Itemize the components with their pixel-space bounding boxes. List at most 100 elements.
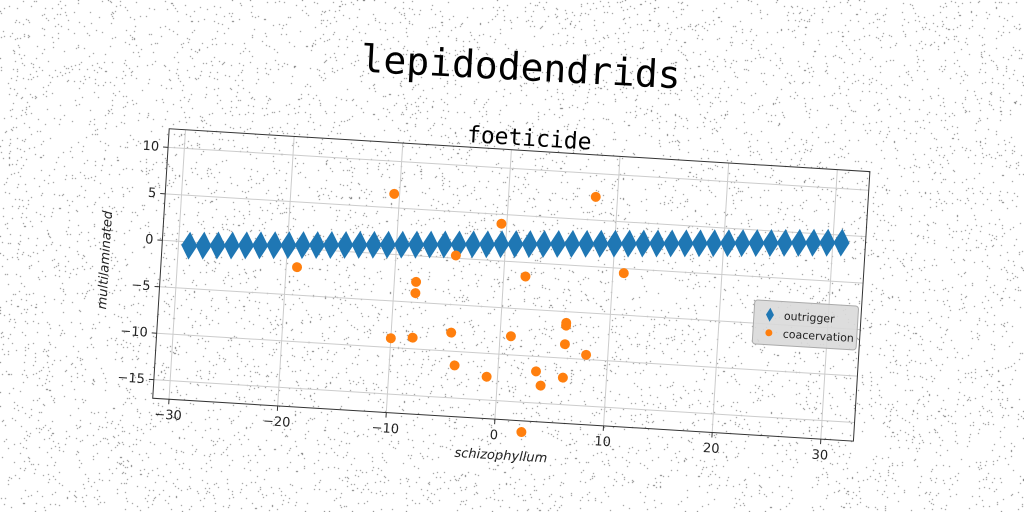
point-outrigger bbox=[238, 231, 255, 260]
point-coacervation bbox=[520, 271, 531, 282]
legend-marker-coacervation bbox=[765, 329, 773, 337]
point-coacervation bbox=[292, 262, 303, 273]
point-coacervation bbox=[531, 366, 542, 377]
point-coacervation bbox=[385, 333, 396, 344]
point-coacervation bbox=[590, 191, 601, 202]
gridline-y bbox=[165, 193, 866, 238]
y-tick-label: 5 bbox=[147, 186, 156, 201]
point-outrigger bbox=[578, 229, 595, 258]
point-outrigger bbox=[209, 231, 226, 260]
point-outrigger bbox=[776, 228, 793, 257]
legend-label-outrigger: outrigger bbox=[784, 310, 836, 326]
point-coacervation bbox=[557, 372, 568, 383]
gridline-x bbox=[494, 149, 512, 420]
point-coacervation bbox=[516, 427, 527, 438]
point-outrigger bbox=[663, 229, 680, 258]
point-outrigger bbox=[266, 231, 283, 260]
legend: outrigger coacervation bbox=[751, 299, 859, 351]
point-outrigger bbox=[464, 230, 481, 259]
legend-label-coacervation: coacervation bbox=[782, 328, 854, 345]
legend-marker-outrigger bbox=[765, 307, 774, 322]
point-outrigger bbox=[762, 229, 779, 257]
point-outrigger bbox=[422, 230, 439, 259]
x-tick-label: −10 bbox=[371, 421, 399, 438]
gridline-x bbox=[603, 156, 621, 426]
point-outrigger bbox=[252, 231, 269, 260]
point-coacervation bbox=[411, 276, 422, 287]
plot-frame bbox=[152, 128, 871, 442]
y-axis-ticks: −15 −10 −5 0 5 10 bbox=[117, 139, 169, 387]
point-coacervation bbox=[389, 188, 400, 199]
point-coacervation bbox=[407, 332, 418, 343]
point-outrigger bbox=[394, 230, 410, 259]
point-coacervation bbox=[450, 250, 461, 261]
point-outrigger bbox=[521, 230, 538, 259]
x-tick-label: 10 bbox=[594, 434, 611, 450]
point-outrigger bbox=[195, 231, 212, 260]
chart-suptitle: lepidodendrids bbox=[360, 37, 682, 98]
point-outrigger bbox=[507, 230, 524, 259]
point-outrigger bbox=[323, 231, 340, 259]
point-outrigger bbox=[819, 228, 836, 257]
x-axis-label: schizophyllum bbox=[454, 446, 548, 467]
x-tick-label: 0 bbox=[489, 428, 498, 443]
y-tick-label: −5 bbox=[131, 278, 151, 294]
data-marks bbox=[181, 188, 850, 438]
y-axis-label: multilaminated bbox=[95, 210, 116, 310]
point-outrigger bbox=[620, 229, 637, 258]
point-outrigger bbox=[549, 229, 566, 258]
point-outrigger bbox=[365, 230, 382, 259]
point-coacervation bbox=[581, 349, 592, 360]
point-coacervation bbox=[496, 218, 507, 229]
point-outrigger bbox=[649, 229, 666, 258]
gridline-x bbox=[277, 136, 295, 406]
point-outrigger bbox=[720, 229, 737, 258]
y-tick-label: −10 bbox=[120, 324, 148, 341]
point-outrigger bbox=[379, 230, 396, 259]
gridline-x bbox=[168, 129, 186, 400]
gridline-x bbox=[711, 162, 730, 433]
point-coacervation bbox=[449, 360, 460, 371]
y-tick-label: 10 bbox=[142, 139, 159, 155]
point-outrigger bbox=[677, 229, 694, 258]
x-tick-label: 20 bbox=[702, 441, 719, 457]
point-outrigger bbox=[691, 229, 708, 258]
point-outrigger bbox=[734, 229, 751, 258]
point-coacervation bbox=[446, 327, 457, 338]
point-outrigger bbox=[635, 229, 652, 258]
point-coacervation bbox=[559, 339, 570, 350]
point-outrigger bbox=[791, 228, 808, 257]
point-outrigger bbox=[280, 231, 297, 260]
x-tick-label: −30 bbox=[154, 407, 182, 424]
point-outrigger bbox=[181, 231, 198, 260]
legend-box bbox=[751, 299, 859, 351]
gridline-y bbox=[159, 286, 861, 331]
point-outrigger bbox=[294, 231, 311, 260]
gridline-y bbox=[168, 146, 869, 191]
x-tick-label: 30 bbox=[811, 448, 828, 464]
point-outrigger bbox=[535, 230, 552, 259]
gridline-y bbox=[156, 332, 858, 377]
point-outrigger bbox=[564, 229, 581, 258]
point-outrigger bbox=[592, 229, 609, 258]
point-outrigger bbox=[705, 229, 722, 258]
x-tick-label: −20 bbox=[262, 414, 290, 431]
point-outrigger bbox=[493, 230, 510, 259]
point-outrigger bbox=[408, 230, 425, 259]
point-outrigger bbox=[223, 231, 240, 260]
y-tick-label: 0 bbox=[145, 232, 154, 247]
point-coacervation bbox=[481, 371, 492, 382]
point-coacervation bbox=[505, 331, 516, 342]
grid bbox=[153, 129, 869, 440]
point-outrigger bbox=[436, 230, 453, 259]
point-outrigger bbox=[351, 230, 368, 259]
point-outrigger bbox=[308, 231, 325, 260]
point-outrigger bbox=[833, 228, 850, 257]
point-outrigger bbox=[748, 229, 765, 258]
x-axis-ticks: −30 −20 −10 0 10 20 30 bbox=[154, 399, 829, 464]
point-coacervation bbox=[410, 288, 421, 299]
gridline-x bbox=[385, 143, 404, 413]
point-coacervation bbox=[618, 268, 629, 279]
